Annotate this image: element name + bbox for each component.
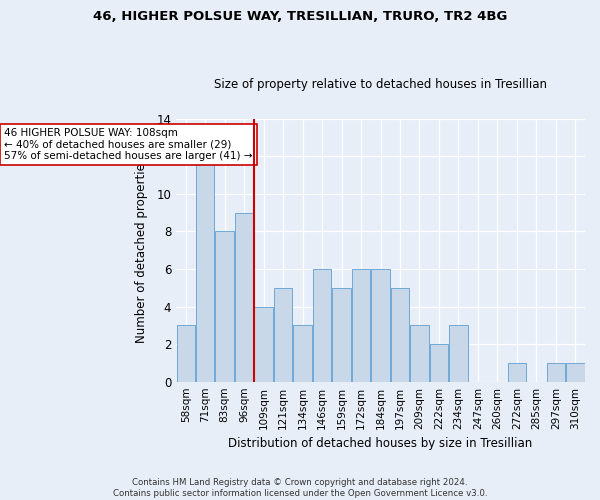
Y-axis label: Number of detached properties: Number of detached properties: [135, 157, 148, 343]
Text: Contains HM Land Registry data © Crown copyright and database right 2024.
Contai: Contains HM Land Registry data © Crown c…: [113, 478, 487, 498]
Bar: [196, 138, 214, 382]
Bar: [508, 363, 526, 382]
Bar: [293, 326, 312, 382]
Bar: [313, 269, 331, 382]
Text: 46 HIGHER POLSUE WAY: 108sqm
← 40% of detached houses are smaller (29)
57% of se: 46 HIGHER POLSUE WAY: 108sqm ← 40% of de…: [4, 128, 253, 161]
Bar: [176, 326, 195, 382]
Bar: [566, 363, 584, 382]
Bar: [391, 288, 409, 382]
Bar: [371, 269, 390, 382]
Bar: [235, 212, 253, 382]
Bar: [215, 232, 234, 382]
Bar: [430, 344, 448, 382]
Bar: [274, 288, 292, 382]
Text: 46, HIGHER POLSUE WAY, TRESILLIAN, TRURO, TR2 4BG: 46, HIGHER POLSUE WAY, TRESILLIAN, TRURO…: [93, 10, 507, 23]
Bar: [410, 326, 429, 382]
X-axis label: Distribution of detached houses by size in Tresillian: Distribution of detached houses by size …: [229, 437, 533, 450]
Bar: [449, 326, 467, 382]
Bar: [254, 306, 273, 382]
Bar: [352, 269, 370, 382]
Bar: [547, 363, 565, 382]
Bar: [332, 288, 351, 382]
Title: Size of property relative to detached houses in Tresillian: Size of property relative to detached ho…: [214, 78, 547, 91]
